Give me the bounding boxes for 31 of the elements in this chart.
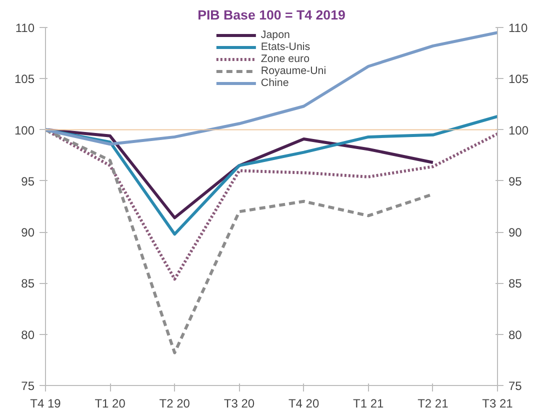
y2-tick-label: 95: [508, 174, 522, 188]
y-tick-label: 85: [21, 276, 35, 291]
x-tick-label: T1 20: [94, 396, 126, 410]
y2-tick-label: 85: [508, 276, 522, 291]
y2-tick-label: 75: [508, 379, 522, 393]
legend-label: Royaume-Uni: [260, 65, 326, 77]
legend-label: Japon: [260, 29, 290, 41]
legend-label: Chine: [260, 77, 289, 89]
x-tick-label: T2 21: [418, 396, 449, 410]
y-tick-label: 105: [14, 72, 35, 86]
x-tick-label: T4 20: [288, 396, 320, 410]
line-series: [46, 31, 498, 146]
legend-label: Zone euro: [260, 53, 310, 65]
x-tick-label: T1 21: [353, 396, 384, 410]
y-tick-label: 110: [15, 21, 35, 35]
y-tick-label: 95: [21, 174, 35, 188]
chart-title: PIB Base 100 = T4 2019: [198, 8, 346, 22]
x-tick-label: T3 21: [482, 396, 514, 410]
x-tick-label: T4 19: [30, 396, 62, 410]
y-tick-label: 75: [21, 379, 35, 393]
y2-tick-label: 110: [508, 21, 528, 35]
x-tick-label: T2 20: [159, 396, 190, 410]
y2-tick-label: 100: [508, 123, 529, 138]
y2-tick-label: 105: [508, 72, 529, 86]
x-tick-label: T3 20: [224, 396, 255, 410]
legend-label: Etats-Unis: [260, 41, 310, 53]
y-tick-label: 90: [21, 226, 35, 240]
y2-tick-label: 90: [508, 226, 522, 240]
y2-tick-label: 80: [508, 328, 522, 342]
y-tick-label: 80: [21, 328, 35, 342]
y-tick-label: 100: [14, 123, 35, 138]
